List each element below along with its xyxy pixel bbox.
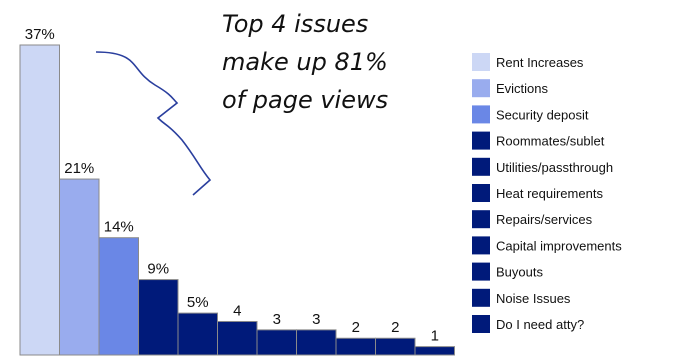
bar-security-deposit	[98, 237, 139, 356]
data-label-do-i-need-atty: 1	[431, 328, 439, 345]
legend-label-rent-increases: Rent Increases	[496, 55, 584, 70]
legend-label-noise-issues: Noise Issues	[496, 291, 571, 306]
legend-label-heat-requirements: Heat requirements	[496, 186, 603, 201]
bar-repairs-services	[256, 329, 297, 356]
data-label-roommates-sublet: 9%	[147, 261, 169, 278]
annotation-line-1: Top 4 issues	[222, 10, 368, 38]
data-label-evictions: 21%	[64, 160, 94, 177]
bars-layer	[19, 44, 455, 356]
bar-noise-issues	[375, 337, 416, 356]
legend-swatch-repairs-services	[472, 210, 490, 229]
bar-buyouts	[335, 337, 376, 356]
legend-swatch-roommates-sublet	[472, 131, 490, 150]
bar-utilities-passthrough	[177, 312, 218, 356]
data-label-repairs-services: 3	[273, 311, 281, 328]
data-label-heat-requirements: 4	[233, 302, 241, 319]
legend-label-do-i-need-atty: Do I need atty?	[496, 317, 584, 332]
legend-label-capital-improvements: Capital improvements	[496, 238, 622, 253]
legend-swatch-noise-issues	[472, 288, 490, 307]
legend-swatch-buyouts	[472, 262, 490, 281]
bar-heat-requirements	[217, 320, 258, 356]
legend-swatch-security-deposit	[472, 105, 490, 124]
bar-evictions	[59, 178, 100, 356]
legend-swatch-rent-increases	[472, 53, 490, 71]
data-label-security-deposit: 14%	[104, 219, 134, 236]
legend-label-buyouts: Buyouts	[496, 265, 543, 280]
legend-label-security-deposit: Security deposit	[496, 107, 589, 122]
bar-rent-increases	[19, 44, 60, 356]
legend-swatch-evictions	[472, 79, 490, 98]
legend-label-utilities-passthrough: Utilities/passthrough	[496, 160, 613, 175]
legend-swatch-capital-improvements	[472, 236, 490, 255]
data-label-noise-issues: 2	[391, 319, 399, 336]
curly-brace	[95, 51, 212, 196]
legend-label-repairs-services: Repairs/services	[496, 212, 593, 227]
data-label-rent-increases: 37%	[25, 26, 55, 43]
legend: Rent Increases Evictions Security deposit R…	[472, 53, 622, 333]
bar-capital-improvements	[296, 329, 337, 356]
bar-do-i-need-atty	[414, 346, 455, 356]
legend-swatch-do-i-need-atty	[472, 315, 490, 333]
legend-label-roommates-sublet: Roommates/sublet	[496, 134, 605, 149]
data-labels-layer: 37% 21% 14% 9% 5% 4 3 3 2 2 1	[25, 26, 439, 345]
legend-label-evictions: Evictions	[496, 81, 549, 96]
annotation-line-3: of page views	[222, 86, 388, 114]
data-label-utilities-passthrough: 5%	[187, 294, 209, 311]
data-label-buyouts: 2	[352, 319, 360, 336]
data-label-capital-improvements: 3	[312, 311, 320, 328]
legend-swatch-heat-requirements	[472, 184, 490, 202]
annotation-line-2: make up 81%	[222, 48, 388, 76]
bar-roommates-sublet	[138, 279, 179, 356]
legend-swatch-utilities-passthrough	[472, 157, 490, 176]
